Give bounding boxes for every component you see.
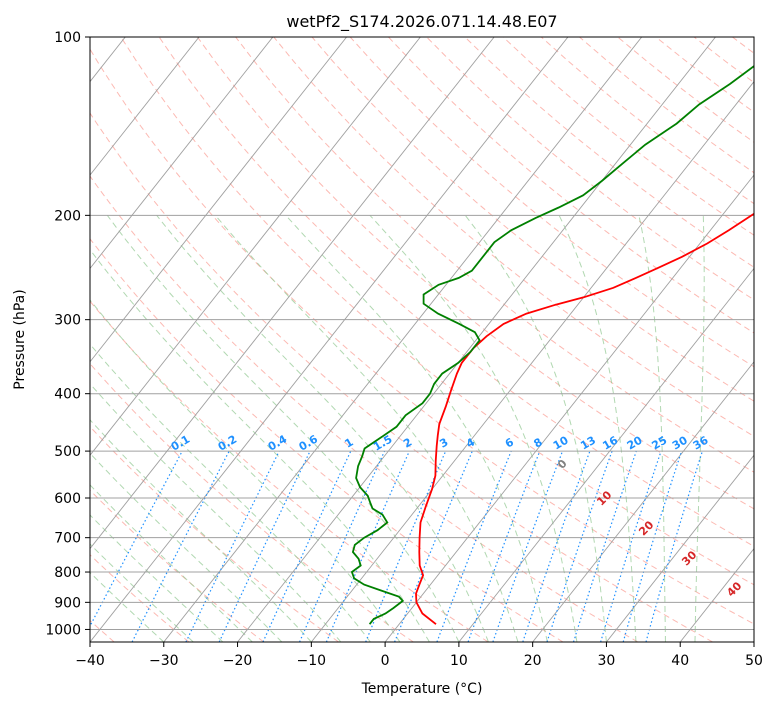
isotherm	[90, 37, 200, 176]
dry-adiabat	[90, 554, 190, 642]
y-tick-label: 400	[54, 387, 81, 403]
dry-adiabat	[90, 48, 754, 625]
mixing-ratio-line	[600, 450, 662, 642]
mixing-ratio-line	[572, 450, 637, 642]
dry-adiabat	[235, 37, 754, 473]
mixing-ratio-line	[436, 450, 512, 642]
y-tick-label: 300	[54, 313, 81, 329]
moist-adiabat	[285, 214, 548, 642]
mixing-ratio-line	[131, 450, 230, 642]
isotherm	[90, 37, 421, 456]
y-tick-label: 100	[54, 30, 81, 46]
y-tick-label: 600	[54, 491, 81, 507]
x-tick-label: 50	[745, 653, 763, 669]
isotherm	[163, 37, 643, 642]
x-tick-label: 40	[671, 653, 689, 669]
y-tick-label: 200	[54, 208, 81, 224]
mixing-ratio-line	[645, 450, 703, 642]
moist-adiabat	[90, 452, 283, 642]
x-axis-label: Temperature (°C)	[361, 681, 483, 697]
moist-adiabat	[464, 214, 607, 642]
dry-adiabat	[90, 112, 713, 642]
dry-adiabat	[90, 237, 564, 642]
moist-adiabat	[90, 484, 253, 642]
isotherm	[606, 454, 754, 642]
dry-adiabat	[90, 175, 639, 642]
moist-adiabat	[90, 343, 371, 642]
x-tick-label: 10	[450, 653, 468, 669]
moist-adiabat	[90, 248, 430, 642]
x-tick-label: −30	[149, 653, 179, 669]
mixing-ratio-line	[492, 450, 564, 642]
dry-adiabat	[196, 37, 754, 510]
moist-adiabat	[90, 543, 194, 642]
moist-adiabat	[694, 215, 705, 642]
moist-adiabat	[558, 215, 637, 642]
isotherm	[237, 37, 716, 642]
dry-adiabat	[273, 37, 754, 437]
x-axis: −40 −30 −20 −10 0 10 20 30 40 50	[75, 642, 763, 669]
mixing-ratio-line	[299, 450, 386, 642]
y-tick-label: 700	[54, 531, 81, 547]
mixing-ratio-line	[522, 450, 591, 642]
y-tick-label: 500	[54, 444, 81, 460]
y-axis: 100 200 300 400 500 600 700 800 900 1000	[45, 30, 90, 638]
isotherm	[90, 37, 274, 270]
mixing-ratio-line	[185, 450, 280, 642]
moist-adiabat	[156, 214, 489, 642]
isotherm	[532, 361, 754, 642]
isotherm	[310, 80, 754, 642]
x-tick-label: −40	[75, 653, 105, 669]
moist-adiabat	[106, 215, 460, 642]
isotherm	[90, 37, 347, 363]
mixing-ratio-line	[394, 450, 473, 642]
x-tick-label: −20	[223, 653, 253, 669]
dry-adiabat	[90, 425, 339, 642]
chart-title: wetPf2_S174.2026.071.14.48.E07	[286, 12, 557, 32]
data-lines	[350, 65, 754, 625]
background-lines	[90, 37, 754, 642]
moist-adiabat	[90, 419, 312, 642]
mixing-ratio-line	[622, 450, 683, 642]
moist-adiabat	[214, 214, 519, 642]
moist-adiabat	[90, 514, 224, 642]
y-tick-label: 900	[54, 595, 81, 611]
dry-adiabat	[426, 37, 754, 301]
dewpoint-line	[350, 65, 754, 625]
x-tick-label: 0	[381, 653, 390, 669]
isotherm	[384, 174, 754, 642]
mixing-ratio-line	[546, 450, 613, 642]
mixing-ratio-line	[90, 450, 183, 628]
x-tick-label: −10	[297, 653, 327, 669]
y-tick-label: 800	[54, 565, 81, 581]
moist-adiabat	[90, 571, 165, 642]
mixing-ratio-line	[467, 450, 541, 642]
dry-adiabat	[311, 37, 754, 402]
x-tick-label: 20	[524, 653, 542, 669]
dry-adiabat	[120, 37, 754, 586]
y-tick-label: 1000	[45, 622, 81, 638]
moist-adiabat	[90, 299, 401, 642]
isotherm	[458, 267, 754, 642]
plot-frame	[89, 36, 755, 643]
isotherm	[90, 37, 569, 642]
y-axis-label: Pressure (hPa)	[12, 289, 28, 389]
isotherm	[90, 37, 495, 550]
dry-adiabat	[90, 300, 489, 642]
moist-adiabat	[638, 215, 666, 642]
x-tick-label: 30	[598, 653, 616, 669]
